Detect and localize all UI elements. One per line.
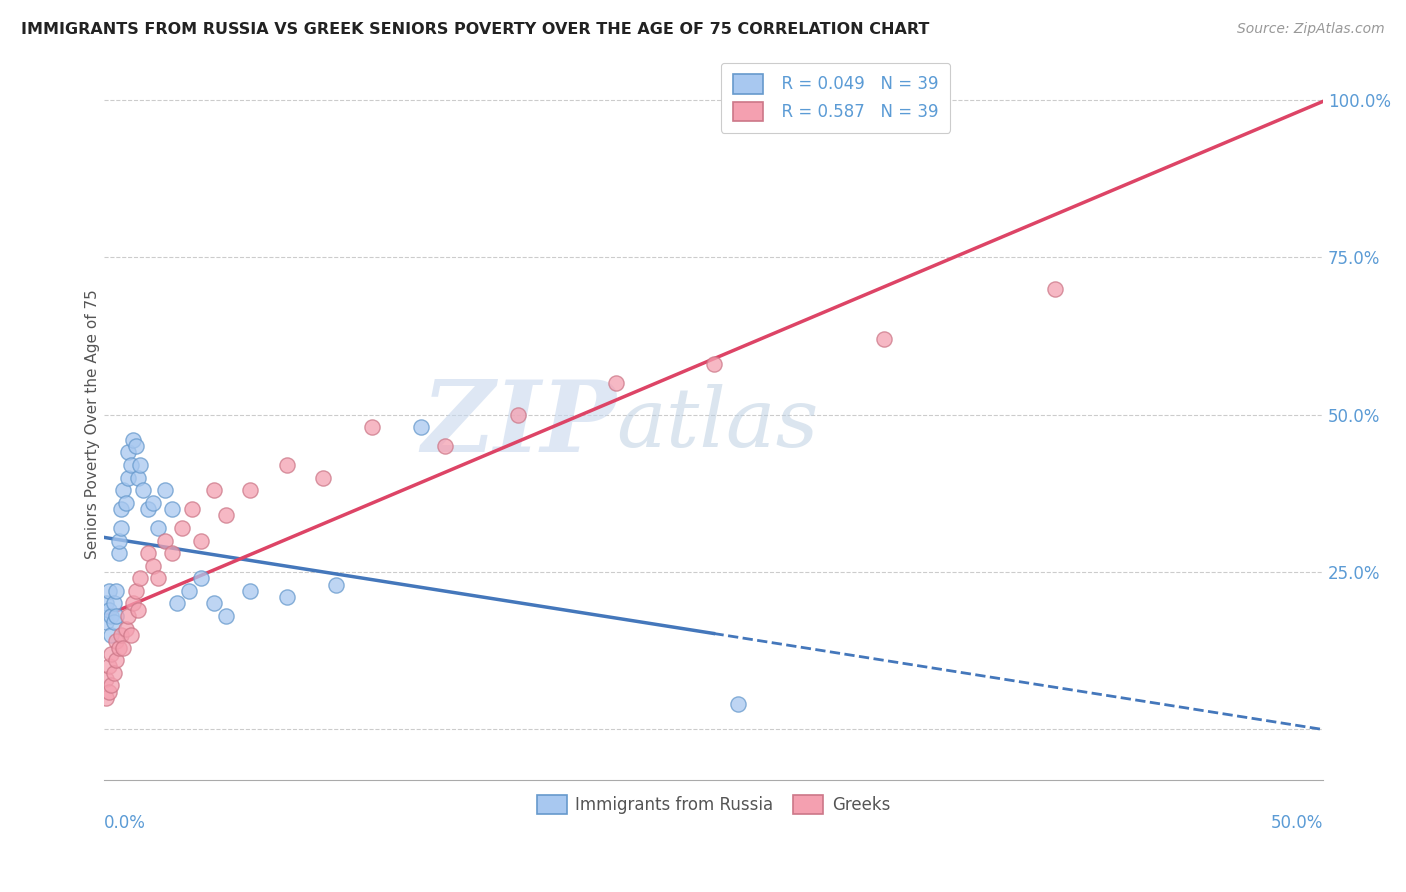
Point <box>96 597 118 611</box>
Point <box>97 684 120 698</box>
Point <box>146 571 169 585</box>
Point <box>117 470 139 484</box>
Point <box>276 458 298 472</box>
Point <box>179 583 201 598</box>
Point <box>180 502 202 516</box>
Point <box>190 571 212 585</box>
Point <box>325 577 347 591</box>
Point <box>312 470 335 484</box>
Legend: Immigrants from Russia, Greeks: Immigrants from Russia, Greeks <box>530 789 897 822</box>
Point <box>127 603 149 617</box>
Point <box>122 433 145 447</box>
Point <box>153 483 176 498</box>
Point <box>202 597 225 611</box>
Point <box>120 628 142 642</box>
Point <box>105 634 128 648</box>
Point <box>702 357 724 371</box>
Text: IMMIGRANTS FROM RUSSIA VS GREEK SENIORS POVERTY OVER THE AGE OF 75 CORRELATION C: IMMIGRANTS FROM RUSSIA VS GREEK SENIORS … <box>21 22 929 37</box>
Text: 50.0%: 50.0% <box>1271 814 1323 832</box>
Point <box>202 483 225 498</box>
Point <box>146 521 169 535</box>
Point <box>215 609 238 624</box>
Point <box>127 470 149 484</box>
Point <box>129 458 152 472</box>
Point <box>190 533 212 548</box>
Point <box>97 583 120 598</box>
Point <box>110 628 132 642</box>
Point <box>142 558 165 573</box>
Point <box>115 622 138 636</box>
Point <box>132 483 155 498</box>
Point <box>112 483 135 498</box>
Point <box>100 678 122 692</box>
Point <box>122 597 145 611</box>
Text: atlas: atlas <box>616 384 818 464</box>
Point <box>160 546 183 560</box>
Point <box>103 665 125 680</box>
Point <box>508 408 530 422</box>
Point <box>96 690 118 705</box>
Point <box>115 496 138 510</box>
Point <box>215 508 238 523</box>
Point <box>170 521 193 535</box>
Point <box>96 672 118 686</box>
Point <box>873 332 896 346</box>
Text: 0.0%: 0.0% <box>104 814 146 832</box>
Point <box>96 615 118 630</box>
Point <box>105 653 128 667</box>
Point <box>117 609 139 624</box>
Point <box>276 590 298 604</box>
Point <box>166 597 188 611</box>
Point <box>605 376 627 391</box>
Point <box>110 502 132 516</box>
Point <box>129 571 152 585</box>
Point <box>105 609 128 624</box>
Point <box>103 615 125 630</box>
Point <box>107 533 129 548</box>
Point <box>105 583 128 598</box>
Point <box>110 521 132 535</box>
Point <box>107 640 129 655</box>
Point <box>100 628 122 642</box>
Point <box>100 647 122 661</box>
Point <box>136 546 159 560</box>
Point <box>112 640 135 655</box>
Point <box>142 496 165 510</box>
Point <box>361 420 384 434</box>
Point <box>107 546 129 560</box>
Point <box>160 502 183 516</box>
Point <box>434 439 457 453</box>
Text: Source: ZipAtlas.com: Source: ZipAtlas.com <box>1237 22 1385 37</box>
Point <box>103 597 125 611</box>
Text: ZIP: ZIP <box>420 376 616 473</box>
Point <box>153 533 176 548</box>
Point <box>409 420 432 434</box>
Point <box>727 697 749 711</box>
Point <box>124 583 146 598</box>
Point <box>97 659 120 673</box>
Point <box>239 583 262 598</box>
Point <box>239 483 262 498</box>
Point <box>97 603 120 617</box>
Point <box>124 439 146 453</box>
Point <box>117 445 139 459</box>
Point <box>100 609 122 624</box>
Point <box>120 458 142 472</box>
Point <box>136 502 159 516</box>
Point <box>1043 282 1066 296</box>
Y-axis label: Seniors Poverty Over the Age of 75: Seniors Poverty Over the Age of 75 <box>86 289 100 559</box>
